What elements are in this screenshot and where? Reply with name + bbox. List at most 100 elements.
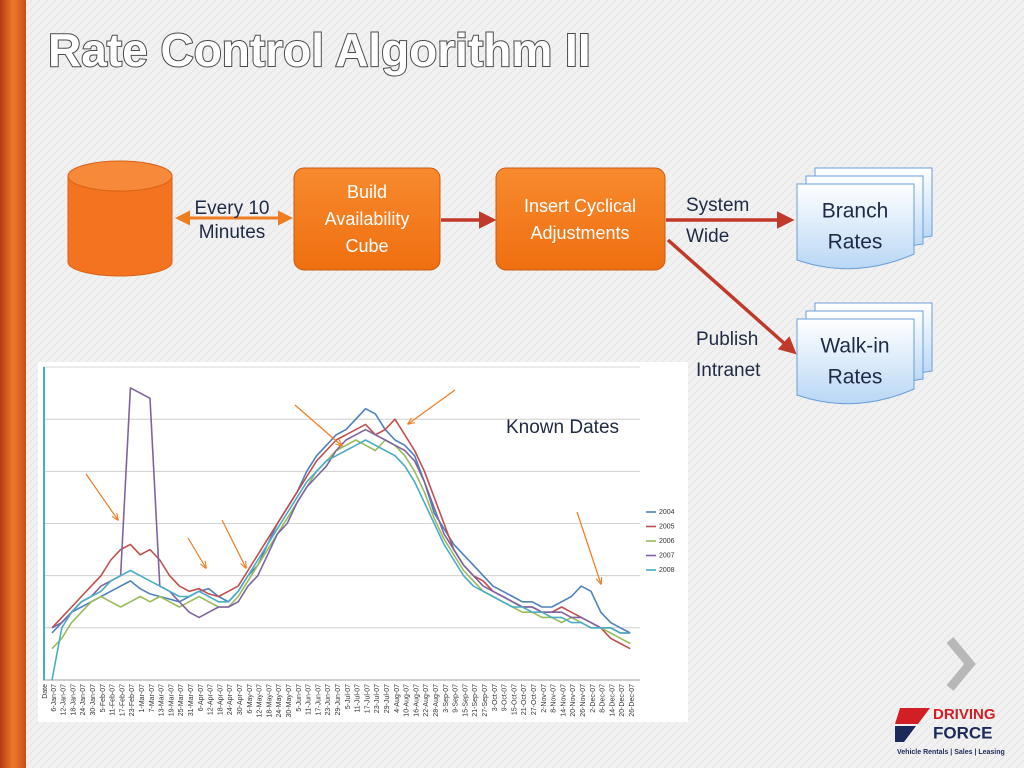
x-tick-label: 17-Feb-07 <box>119 684 126 716</box>
build-label: Cube <box>345 236 388 256</box>
x-tick-label: 5-Jun-07 <box>296 684 303 712</box>
x-tick-label: 17-Jul-07 <box>364 684 371 713</box>
publish-label: Intranet <box>696 360 761 381</box>
interval-label: Every 10 <box>195 198 270 219</box>
x-tick-label: 10-Aug-07 <box>404 684 411 717</box>
x-tick-label: 24-May-07 <box>276 684 283 718</box>
x-tick-label: 20-Nov-07 <box>570 684 577 717</box>
series-line <box>51 407 631 634</box>
walkin-label: Walk-in <box>820 335 889 358</box>
x-tick-label: 26-Dec-07 <box>629 684 636 717</box>
x-tick-label: 24-Apr-07 <box>227 684 234 715</box>
next-button[interactable] <box>946 637 976 691</box>
database <box>67 160 173 277</box>
slide-title: Rate Control Algorithm II <box>48 24 591 76</box>
branch-label: Branch <box>822 200 889 223</box>
build-label: Build <box>347 182 387 202</box>
flow-arrow <box>666 238 797 355</box>
x-tick-label: 31-Mar-07 <box>188 684 195 716</box>
x-tick-label: 18-Apr-07 <box>217 684 224 715</box>
x-tick-label: 23-Jun-07 <box>325 684 332 716</box>
x-tick-label: 28-Aug-07 <box>433 684 440 717</box>
insert-label: Insert Cyclical <box>524 196 636 216</box>
chart-panel <box>38 362 688 722</box>
branch-doc <box>796 167 933 270</box>
x-tick-label: 6-Apr-07 <box>198 684 205 711</box>
system-label: System <box>686 195 749 216</box>
x-tick-label: 24-Jan-07 <box>80 684 87 716</box>
x-tick-label: 16-Aug-07 <box>413 684 420 717</box>
series-line <box>51 439 631 650</box>
x-tick-label: 11-Jul-07 <box>355 684 362 713</box>
x-tick-label: 29-Jul-07 <box>384 684 391 713</box>
x-tick-label: 30-Apr-07 <box>237 684 244 715</box>
x-tick-label: 9-Oct-07 <box>502 684 509 711</box>
x-tick-label: 8-Nov-07 <box>551 684 558 713</box>
build-box <box>293 167 441 271</box>
x-tick-label: 21-Sep-07 <box>472 684 479 717</box>
series-line <box>51 439 631 681</box>
x-tick-label: 21-Oct-07 <box>521 684 528 715</box>
x-tick-label: 23-Jul-07 <box>374 684 381 713</box>
x-tick-label: 6-Jan-07 <box>51 684 58 712</box>
annotation-arrows <box>85 389 601 584</box>
x-tick-label: 19-Mar-07 <box>168 684 175 716</box>
x-tick-label: 5-Jul-07 <box>345 684 352 709</box>
logo-bottom: FORCE <box>933 723 993 742</box>
interval-label: Minutes <box>199 222 266 243</box>
x-tick-label: 5-Feb-07 <box>100 684 107 713</box>
x-tick-label: 27-Sep-07 <box>482 684 489 717</box>
x-tick-label: 7-Mar-07 <box>149 684 156 713</box>
x-tick-label: 2-Dec-07 <box>590 684 597 713</box>
legend-label: 2005 <box>659 523 675 530</box>
annotation: Known Dates <box>506 417 619 438</box>
x-tick-label: 4-Aug-07 <box>394 684 401 713</box>
x-tick-label: 15-Sep-07 <box>462 684 469 717</box>
x-tick-label: 1-Mar-07 <box>139 684 146 713</box>
logo: DRIVING FORCE Vehicle Rentals | Sales | … <box>895 706 1005 756</box>
legend-label: 2004 <box>659 509 675 516</box>
x-tick-label: 30-Jan-07 <box>90 684 97 716</box>
x-tick-label: 14-Nov-07 <box>560 684 567 717</box>
x-tick-label: 12-May-07 <box>257 684 264 718</box>
publish-label: Publish <box>696 329 758 350</box>
x-tick-label: 29-Jun-07 <box>335 684 342 716</box>
x-tick-label: 13-Mar-07 <box>159 684 166 716</box>
logo-tagline: Vehicle Rentals | Sales | Leasing <box>897 749 1005 756</box>
x-tick-label: 30-May-07 <box>286 684 293 718</box>
logo-top: DRIVING <box>933 706 996 723</box>
x-tick-label: 18-May-07 <box>266 684 273 718</box>
x-tick-label: 3-Sep-07 <box>443 684 450 713</box>
x-tick-label: 11-Feb-07 <box>110 684 117 716</box>
x-tick-label: 17-Jun-07 <box>315 684 322 716</box>
x-tick-label: 8-Dec-07 <box>600 684 607 713</box>
walkin-doc <box>796 302 933 405</box>
insert-label: Adjustments <box>530 223 629 243</box>
x-tick-label: 26-Nov-07 <box>580 684 587 717</box>
system-label: Wide <box>686 226 729 247</box>
x-tick-label: 12-Apr-07 <box>208 684 215 715</box>
build-label: Availability <box>325 209 410 229</box>
x-tick-label: 11-Jun-07 <box>306 684 313 715</box>
legend-label: 2007 <box>659 552 675 559</box>
x-tick-label: 2-Nov-07 <box>541 684 548 713</box>
x-tick-label: 22-Aug-07 <box>423 684 430 717</box>
side-stripe <box>0 0 26 768</box>
x-tick-label: 12-Jan-07 <box>61 684 68 716</box>
x-tick-label: 14-Dec-07 <box>609 684 616 717</box>
x-tick-label: 15-Oct-07 <box>511 684 518 715</box>
x-tick-label: 3-Oct-07 <box>492 684 499 711</box>
branch-label: Rates <box>828 231 883 254</box>
legend-label: 2006 <box>659 538 675 545</box>
walkin-label: Rates <box>828 366 883 389</box>
x-tick-label: 18-Jan-07 <box>70 684 77 716</box>
x-tick-label: 6-May-07 <box>247 684 254 714</box>
chart: Date 6-Jan-07 12-Jan-07 18-Jan-07 24-Jan-07 3… <box>42 366 675 718</box>
insert-box <box>495 167 666 271</box>
x-tick-label: 23-Feb-07 <box>129 684 136 716</box>
x-tick-label: 27-Oct-07 <box>531 684 538 715</box>
legend-label: 2008 <box>659 567 675 574</box>
x-tick-label: 20-Dec-07 <box>619 684 626 717</box>
